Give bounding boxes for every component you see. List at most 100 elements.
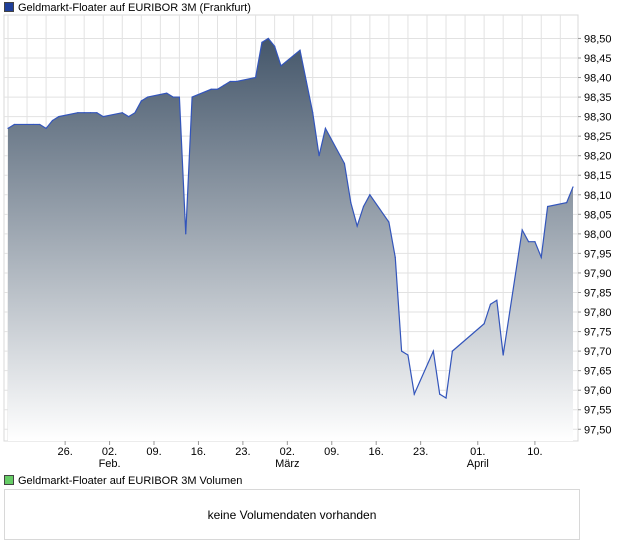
x-tick-label: 16. xyxy=(191,446,206,458)
price-point xyxy=(547,205,549,208)
x-tick-label: 02. xyxy=(102,446,117,458)
price-point xyxy=(235,80,238,83)
price-point xyxy=(401,350,403,352)
y-tick-label: 98,05 xyxy=(584,209,612,221)
y-tick-label: 97,50 xyxy=(584,424,612,436)
price-point xyxy=(483,323,485,325)
x-tick-label: 23. xyxy=(413,446,428,458)
price-point xyxy=(254,76,257,79)
price-point xyxy=(540,256,542,258)
y-tick-label: 98,45 xyxy=(584,53,612,65)
price-point xyxy=(128,116,130,118)
price-point xyxy=(534,241,536,243)
price-point xyxy=(439,393,441,395)
price-point xyxy=(13,123,15,126)
price-point xyxy=(566,202,568,204)
y-tick-label: 97,95 xyxy=(584,248,612,260)
x-tick-label: 02. xyxy=(280,446,295,458)
price-point xyxy=(32,123,34,126)
y-tick-label: 97,55 xyxy=(584,405,612,417)
price-point xyxy=(274,45,276,47)
x-tick-label: 16. xyxy=(369,446,384,458)
price-chart: 97,50 97,55 97,60 97,65 97,70 97,75 97,80 97,85… xyxy=(3,14,612,470)
price-point xyxy=(356,225,358,227)
price-point xyxy=(216,88,219,90)
price-point xyxy=(223,84,225,86)
y-tick-label: 98,10 xyxy=(584,190,612,202)
x-tick-label: 01. xyxy=(470,446,485,458)
price-point xyxy=(413,393,415,395)
price-point xyxy=(324,127,327,129)
price-point xyxy=(96,112,98,114)
y-tick-label: 98,40 xyxy=(584,73,612,85)
y-tick-label: 98,00 xyxy=(584,229,612,241)
price-point xyxy=(521,229,523,231)
price-point xyxy=(261,41,263,43)
price-area-fill xyxy=(8,38,573,441)
y-tick-label: 98,15 xyxy=(584,170,612,182)
volume-panel: keine Volumendaten vorhanden xyxy=(4,489,580,540)
y-tick-label: 97,90 xyxy=(584,268,612,280)
price-point xyxy=(299,49,301,51)
y-axis-ticks: 97,50 97,55 97,60 97,65 97,70 97,75 97,80 97,85… xyxy=(578,33,612,436)
y-tick-label: 97,60 xyxy=(584,385,612,397)
price-point xyxy=(318,155,320,157)
price-point xyxy=(527,241,530,243)
price-point xyxy=(451,350,453,352)
price-line xyxy=(7,37,574,400)
price-point xyxy=(134,112,136,114)
x-tick-label: 10. xyxy=(527,446,542,458)
x-tick-month-label: Feb. xyxy=(99,458,121,470)
x-tick-month-label: April xyxy=(467,458,489,470)
y-tick-label: 97,85 xyxy=(584,287,612,299)
y-tick-label: 97,80 xyxy=(584,307,612,319)
price-point xyxy=(369,194,371,196)
y-tick-label: 97,70 xyxy=(584,346,612,358)
price-point xyxy=(51,119,54,122)
price-point xyxy=(394,256,396,258)
price-point xyxy=(191,96,193,98)
price-point xyxy=(267,37,269,40)
price-point xyxy=(83,112,85,114)
price-point xyxy=(362,205,365,208)
x-tick-label: 23. xyxy=(235,446,250,458)
price-point xyxy=(178,96,180,98)
price-point xyxy=(305,80,307,83)
price-point xyxy=(166,92,168,94)
y-tick-label: 98,50 xyxy=(584,33,612,45)
price-point xyxy=(502,354,504,356)
y-tick-label: 97,75 xyxy=(584,327,612,339)
price-point xyxy=(388,221,390,223)
price-point xyxy=(407,354,409,356)
price-legend: Geldmarkt-Floater auf EURIBOR 3M (Frankf… xyxy=(4,2,251,14)
price-point xyxy=(58,116,60,118)
price-point xyxy=(210,88,212,90)
x-tick-label: 26. xyxy=(57,446,72,458)
price-point xyxy=(343,162,346,165)
price-point xyxy=(39,123,41,126)
price-point xyxy=(7,127,9,129)
price-point xyxy=(312,112,314,114)
price-point xyxy=(102,116,104,118)
price-point xyxy=(140,100,142,102)
price-point xyxy=(496,299,498,301)
price-point xyxy=(350,202,352,204)
price-legend-label: Geldmarkt-Floater auf EURIBOR 3M (Frankf… xyxy=(18,2,251,14)
price-area xyxy=(7,37,574,441)
price-point xyxy=(572,186,574,188)
price-point xyxy=(172,96,174,98)
y-tick-label: 98,30 xyxy=(584,112,612,124)
price-legend-swatch xyxy=(4,2,14,12)
price-point xyxy=(229,80,231,83)
price-point xyxy=(77,112,79,114)
price-point xyxy=(121,112,123,114)
y-tick-label: 98,20 xyxy=(584,151,612,163)
price-point xyxy=(280,65,282,67)
volume-legend: Geldmarkt-Floater auf EURIBOR 3M Volumen xyxy=(4,475,242,487)
y-tick-label: 98,35 xyxy=(584,92,612,104)
volume-empty-message: keine Volumendaten vorhanden xyxy=(207,508,377,522)
x-tick-month-label: März xyxy=(275,458,299,470)
volume-legend-label: Geldmarkt-Floater auf EURIBOR 3M Volumen xyxy=(18,475,243,487)
y-tick-label: 97,65 xyxy=(584,366,612,378)
